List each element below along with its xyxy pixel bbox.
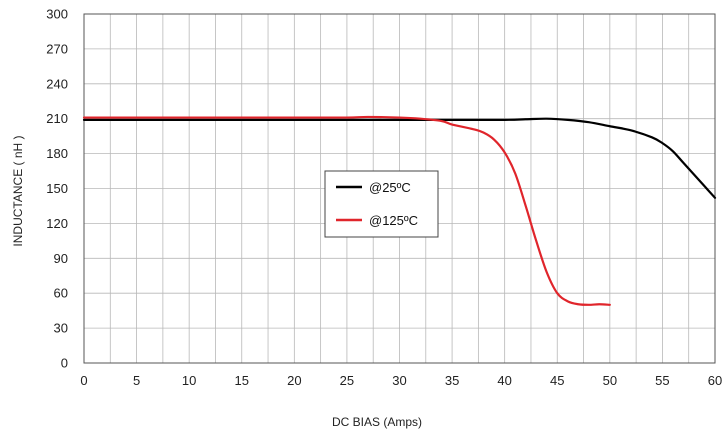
x-tick-label: 55	[655, 373, 669, 388]
x-tick-label: 50	[603, 373, 617, 388]
series-line-25c	[82, 117, 717, 199]
legend: @25ºC @125ºC	[324, 170, 439, 238]
plot-area-frame	[83, 13, 716, 364]
x-tick-label: 10	[182, 373, 196, 388]
legend-box	[324, 170, 439, 238]
legend-label-125c: @125ºC	[369, 213, 418, 228]
x-tick-label: 20	[287, 373, 301, 388]
x-tick-labels: 0 5 10 15 20 25 30 35 40 45 50 55 60	[80, 373, 722, 388]
x-tick-label: 0	[80, 373, 87, 388]
y-tick-label: 210	[46, 111, 68, 126]
x-tick-label: 35	[445, 373, 459, 388]
x-tick-label: 40	[497, 373, 511, 388]
legend-label-25c: @25ºC	[369, 180, 411, 195]
y-tick-label: 180	[46, 146, 68, 161]
x-tick-label: 60	[708, 373, 722, 388]
y-tick-label: 90	[54, 251, 68, 266]
y-tick-label: 300	[46, 7, 68, 22]
x-tick-label: 15	[235, 373, 249, 388]
x-tick-label: 30	[392, 373, 406, 388]
x-axis-label: DC BIAS (Amps)	[332, 415, 422, 429]
y-tick-label: 240	[46, 76, 68, 91]
x-tick-label: 5	[133, 373, 140, 388]
y-tick-label: 150	[46, 181, 68, 196]
y-tick-label: 60	[54, 286, 68, 301]
y-tick-labels: 0 30 60 90 120 150 180 210 240 270 300	[46, 7, 68, 371]
y-axis-label: INDUCTANCE ( nH )	[11, 135, 25, 246]
x-tick-label: 45	[550, 373, 564, 388]
y-tick-label: 120	[46, 216, 68, 231]
y-tick-label: 270	[46, 41, 68, 56]
x-tick-label: 25	[340, 373, 354, 388]
y-tick-label: 0	[61, 356, 68, 371]
series-layer	[82, 115, 717, 306]
y-tick-label: 30	[54, 321, 68, 336]
series-line-125c	[82, 115, 611, 306]
